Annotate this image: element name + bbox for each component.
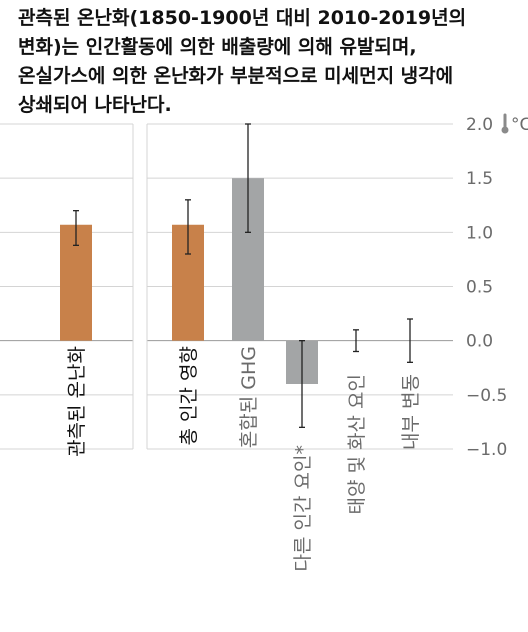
y-tick-label: −1.0 [466, 440, 507, 460]
y-tick-label: 2.0 [466, 115, 493, 135]
chart-title: 관측된 온난화(1850-1900년 대비 2010-2019년의 변화)는 인… [18, 4, 518, 120]
category-label: 내부 변동 [400, 374, 422, 450]
thermometer-bulb [501, 126, 509, 134]
y-tick-label: 0.0 [466, 332, 493, 352]
y-tick-label: 1.5 [466, 169, 493, 189]
category-label: 태양 및 화산 요인 [346, 374, 368, 514]
category-label: 관측된 온난화 [66, 346, 88, 457]
title-line-4: 상쇄되어 나타난다. [18, 94, 172, 116]
title-line-3: 온실가스에 의한 온난화가 부분적으로 미세먼지 냉각에 [18, 65, 454, 87]
category-label: 총 인간 영향 [178, 346, 200, 445]
y-tick-label: 0.5 [466, 278, 493, 298]
category-label: 다른 인간 요인* [292, 445, 314, 571]
y-unit-label: °C [511, 115, 528, 135]
category-label: 혼합된 GHG [238, 346, 260, 448]
y-tick-label: 1.0 [466, 223, 493, 243]
title-line-1: 관측된 온난화(1850-1900년 대비 2010-2019년의 [18, 7, 467, 29]
title-line-2: 변화)는 인간활동에 의한 배출량에 의해 유발되며, [18, 36, 417, 58]
y-tick-label: −0.5 [466, 386, 507, 406]
